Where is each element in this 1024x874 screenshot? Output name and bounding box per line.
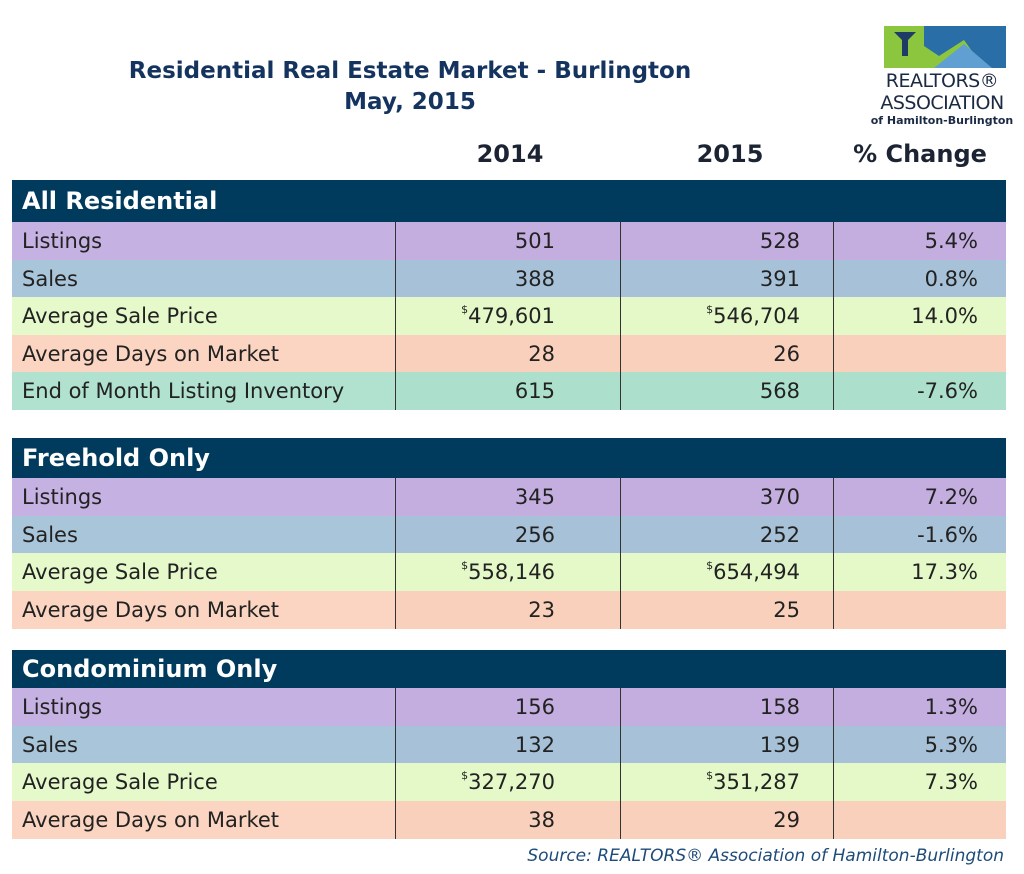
cell-value: 139 xyxy=(620,725,833,764)
amount: 327,270 xyxy=(468,770,555,795)
table-row: Average Sale Price $479,601 $546,704 14.0% xyxy=(12,297,1006,336)
section-header: Condominium Only xyxy=(12,650,1006,688)
table-row: Average Sale Price $327,270 $351,287 7.3% xyxy=(12,763,1006,802)
row-label: Average Sale Price xyxy=(12,553,395,592)
amount: 546,704 xyxy=(713,304,800,329)
cell-value: 23 xyxy=(395,590,620,629)
cell-value xyxy=(833,590,1006,629)
table-row: Average Days on Market 38 29 xyxy=(12,800,1006,839)
cell-value: 132 xyxy=(395,725,620,764)
amount: 351,287 xyxy=(713,770,800,795)
cell-value: 28 xyxy=(395,334,620,373)
currency-symbol: $ xyxy=(461,769,469,783)
logo-region: of Hamilton-Burlington xyxy=(870,114,1014,127)
cell-value: 38 xyxy=(395,800,620,839)
cell-value: 158 xyxy=(620,688,833,726)
row-label: Average Sale Price xyxy=(12,763,395,802)
currency-symbol: $ xyxy=(461,303,469,317)
logo-association: ASSOCIATION xyxy=(880,92,1004,114)
row-label: Sales xyxy=(12,515,395,554)
cell-value: -1.6% xyxy=(833,515,1006,554)
row-label: Sales xyxy=(12,259,395,298)
cell-value: 5.4% xyxy=(833,222,1006,260)
title: Residential Real Estate Market - Burling… xyxy=(128,58,692,84)
cell-value: $558,146 xyxy=(395,553,620,592)
cell-value: 345 xyxy=(395,478,620,516)
table-row: Sales 388 391 0.8% xyxy=(12,259,1006,298)
cell-value: 615 xyxy=(395,372,620,411)
cell-value: 256 xyxy=(395,515,620,554)
cell-value: 388 xyxy=(395,259,620,298)
cell-value: 528 xyxy=(620,222,833,260)
cell-value: 5.3% xyxy=(833,725,1006,764)
column-header: 2014 xyxy=(476,140,544,168)
cell-value xyxy=(833,334,1006,373)
table-row: Average Days on Market 23 25 xyxy=(12,590,1006,629)
currency-symbol: $ xyxy=(706,769,714,783)
table-row: Average Days on Market 28 26 xyxy=(12,334,1006,373)
row-label: Average Days on Market xyxy=(12,590,395,629)
column-header: 2015 xyxy=(696,140,764,168)
logo-name: REALTORS® xyxy=(885,70,999,92)
cell-value: 501 xyxy=(395,222,620,260)
cell-value: 7.2% xyxy=(833,478,1006,516)
section-header: Freehold Only xyxy=(12,438,1006,478)
cell-value: 25 xyxy=(620,590,833,629)
row-label: Listings xyxy=(12,222,395,260)
amount: 558,146 xyxy=(468,560,555,585)
row-label: Listings xyxy=(12,478,395,516)
column-header: % Change xyxy=(853,140,987,168)
cell-value: 370 xyxy=(620,478,833,516)
row-label: Average Days on Market xyxy=(12,800,395,839)
row-label: End of Month Listing Inventory xyxy=(12,372,395,411)
cell-value: 391 xyxy=(620,259,833,298)
row-label: Listings xyxy=(12,688,395,726)
table-row: Sales 256 252 -1.6% xyxy=(12,515,1006,554)
table-row: Sales 132 139 5.3% xyxy=(12,725,1006,764)
table-row: Listings 345 370 7.2% xyxy=(12,478,1006,516)
cell-value: $546,704 xyxy=(620,297,833,336)
currency-symbol: $ xyxy=(461,559,469,573)
cell-value: $351,287 xyxy=(620,763,833,802)
section-header: All Residential xyxy=(12,180,1006,222)
amount: 479,601 xyxy=(468,304,555,329)
cell-value: -7.6% xyxy=(833,372,1006,411)
subtitle: May, 2015 xyxy=(344,89,476,115)
row-label: Average Days on Market xyxy=(12,334,395,373)
logo-graphic xyxy=(884,26,1006,68)
amount: 654,494 xyxy=(713,560,800,585)
row-label: Average Sale Price xyxy=(12,297,395,336)
cell-value: 252 xyxy=(620,515,833,554)
cell-value: 29 xyxy=(620,800,833,839)
cell-value: 0.8% xyxy=(833,259,1006,298)
cell-value xyxy=(833,800,1006,839)
cell-value: 17.3% xyxy=(833,553,1006,592)
row-label: Sales xyxy=(12,725,395,764)
table-row: Listings 156 158 1.3% xyxy=(12,688,1006,726)
source-note: Source: REALTORS® Association of Hamilto… xyxy=(527,846,1004,866)
cell-value: 568 xyxy=(620,372,833,411)
currency-symbol: $ xyxy=(706,559,714,573)
cell-value: 26 xyxy=(620,334,833,373)
cell-value: $327,270 xyxy=(395,763,620,802)
cell-value: 14.0% xyxy=(833,297,1006,336)
currency-symbol: $ xyxy=(706,303,714,317)
cell-value: 7.3% xyxy=(833,763,1006,802)
cell-value: 156 xyxy=(395,688,620,726)
cell-value: $654,494 xyxy=(620,553,833,592)
table-row: Listings 501 528 5.4% xyxy=(12,222,1006,260)
table-row: End of Month Listing Inventory 615 568 -7.6… xyxy=(12,372,1006,411)
table-row: Average Sale Price $558,146 $654,494 17.3% xyxy=(12,553,1006,592)
cell-value: 1.3% xyxy=(833,688,1006,726)
cell-value: $479,601 xyxy=(395,297,620,336)
